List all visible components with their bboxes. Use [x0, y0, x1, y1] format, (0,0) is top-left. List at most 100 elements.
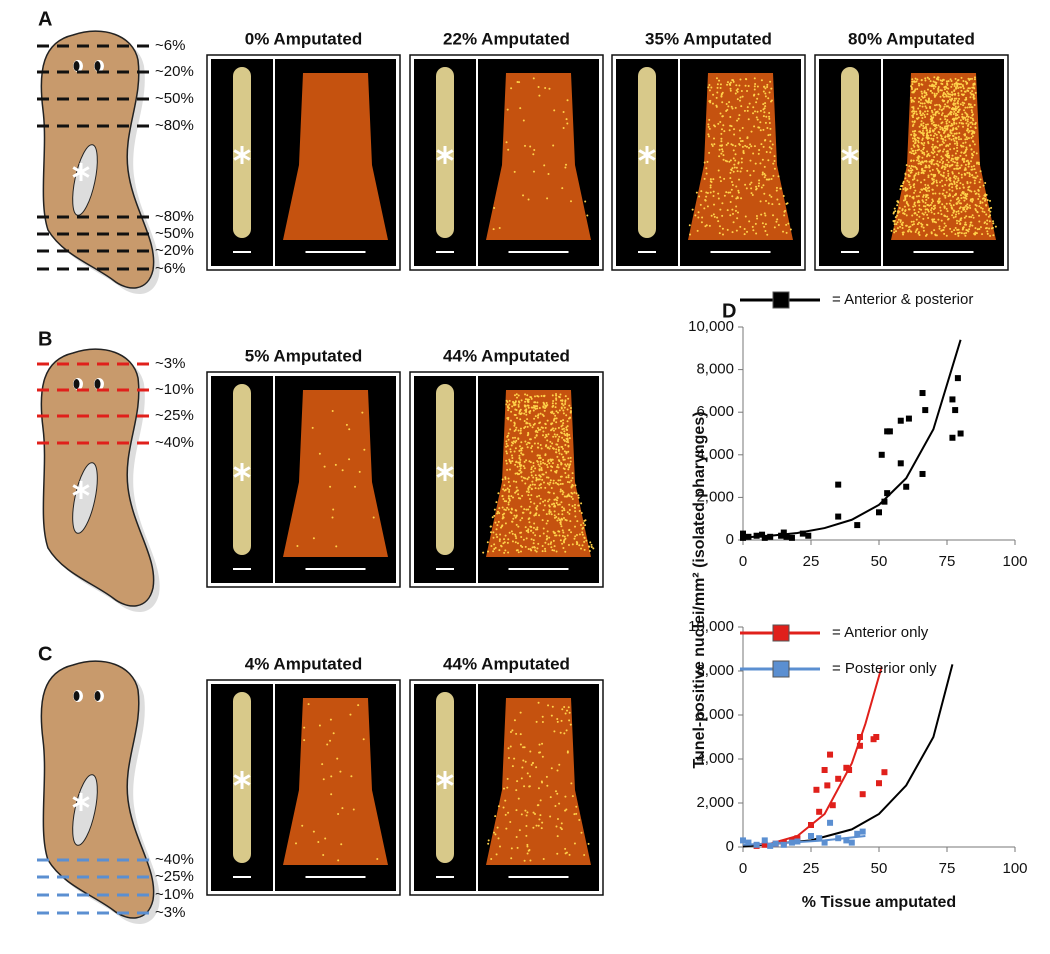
tunel-dot — [732, 157, 735, 160]
tunel-dot — [538, 484, 541, 487]
x-tick-label: 100 — [1002, 860, 1027, 877]
tunel-dot — [947, 100, 950, 103]
tunel-dot — [536, 401, 539, 404]
tunel-dot — [551, 402, 554, 405]
tunel-dot — [913, 183, 916, 186]
tunel-dot — [508, 399, 511, 402]
tunel-dot — [542, 858, 545, 861]
tunel-dot — [516, 542, 519, 545]
tunel-dot — [932, 80, 935, 83]
tunel-dot — [698, 195, 701, 198]
tunel-dot — [935, 221, 938, 224]
tunel-dot — [973, 190, 976, 193]
data-point — [794, 838, 801, 845]
data-point — [859, 791, 866, 798]
tunel-dot — [705, 167, 708, 170]
tunel-dot — [522, 465, 525, 468]
tunel-dot — [927, 152, 930, 155]
tunel-dot — [567, 476, 570, 479]
tunel-dot — [555, 410, 558, 413]
tunel-dot — [552, 429, 555, 432]
tunel-dot — [971, 200, 974, 203]
tunel-dot — [985, 213, 988, 216]
tunel-dot — [503, 541, 506, 544]
tunel-dot — [926, 123, 929, 126]
tunel-dot — [523, 144, 526, 147]
image-title: 22% Amputated — [443, 29, 570, 48]
tunel-dot — [922, 195, 925, 198]
tunel-dot — [511, 441, 514, 444]
tunel-dot — [565, 118, 568, 121]
tunel-dot — [558, 802, 561, 805]
tunel-dot — [946, 119, 949, 122]
tunel-dot — [312, 537, 315, 540]
tunel-dot — [508, 458, 511, 461]
tunel-dot — [710, 86, 713, 89]
tunel-dot — [735, 166, 738, 169]
data-point — [780, 529, 787, 536]
x-tick-label: 25 — [803, 553, 820, 570]
tunel-dot — [964, 151, 967, 154]
tunel-dot — [520, 475, 523, 478]
tunel-dot — [761, 171, 764, 174]
tunel-dot — [718, 148, 721, 151]
tunel-dot — [376, 857, 379, 860]
tunel-dot — [509, 511, 512, 514]
tunel-dot — [566, 480, 569, 483]
tunel-dot — [553, 510, 556, 513]
tunel-dot — [504, 534, 507, 537]
tunel-dot — [959, 223, 962, 226]
tunel-dot — [931, 178, 934, 181]
tunel-dot — [499, 533, 502, 536]
tunel-dot — [542, 481, 545, 484]
tunel-dot — [949, 124, 952, 127]
tunel-dot — [510, 530, 513, 533]
tunel-dot — [921, 223, 924, 226]
tunel-dot — [524, 398, 527, 401]
tunel-dot — [564, 795, 567, 798]
tunel-dot — [925, 166, 928, 169]
tunel-dot — [963, 216, 966, 219]
tunel-dot — [928, 129, 931, 132]
tunel-dot — [520, 535, 523, 538]
tunel-dot — [525, 459, 528, 462]
tunel-dot — [517, 797, 520, 800]
tunel-dot — [563, 450, 566, 453]
tunel-dot — [509, 448, 512, 451]
tunel-dot — [515, 480, 518, 483]
tunel-dot — [957, 94, 960, 97]
asterisk — [638, 149, 656, 161]
tunel-dot — [562, 409, 565, 412]
tunel-dot — [953, 97, 956, 100]
tunel-dot — [507, 811, 510, 814]
tunel-dot — [981, 197, 984, 200]
tunel-dot — [539, 412, 542, 415]
tunel-dot — [936, 140, 939, 143]
tunel-dot — [908, 226, 911, 229]
tunel-dot — [719, 176, 722, 179]
tunel-dot — [519, 429, 522, 432]
tunel-dot — [968, 215, 971, 218]
tunel-dot — [970, 148, 973, 151]
tunel-dot — [720, 128, 723, 131]
tunel-dot — [785, 202, 788, 205]
tunel-dot — [548, 498, 551, 501]
tunel-dot — [895, 223, 898, 226]
tunel-dot — [541, 478, 544, 481]
tunel-dot — [960, 145, 963, 148]
tunel-dot — [962, 94, 965, 97]
tunel-dot — [928, 131, 931, 134]
x-tick-label: 0 — [739, 553, 747, 570]
tunel-dot — [922, 112, 925, 115]
tunel-dot — [967, 165, 970, 168]
tunel-dot — [738, 143, 741, 146]
tunel-dot — [924, 166, 927, 169]
tunel-dot — [914, 189, 917, 192]
data-point — [780, 841, 787, 848]
tunel-dot — [918, 155, 921, 158]
image-title: 44% Amputated — [443, 654, 570, 673]
tunel-dot — [539, 443, 542, 446]
tunel-dot — [590, 543, 593, 546]
tunel-dot — [513, 394, 516, 397]
tunel-dot — [536, 454, 539, 457]
